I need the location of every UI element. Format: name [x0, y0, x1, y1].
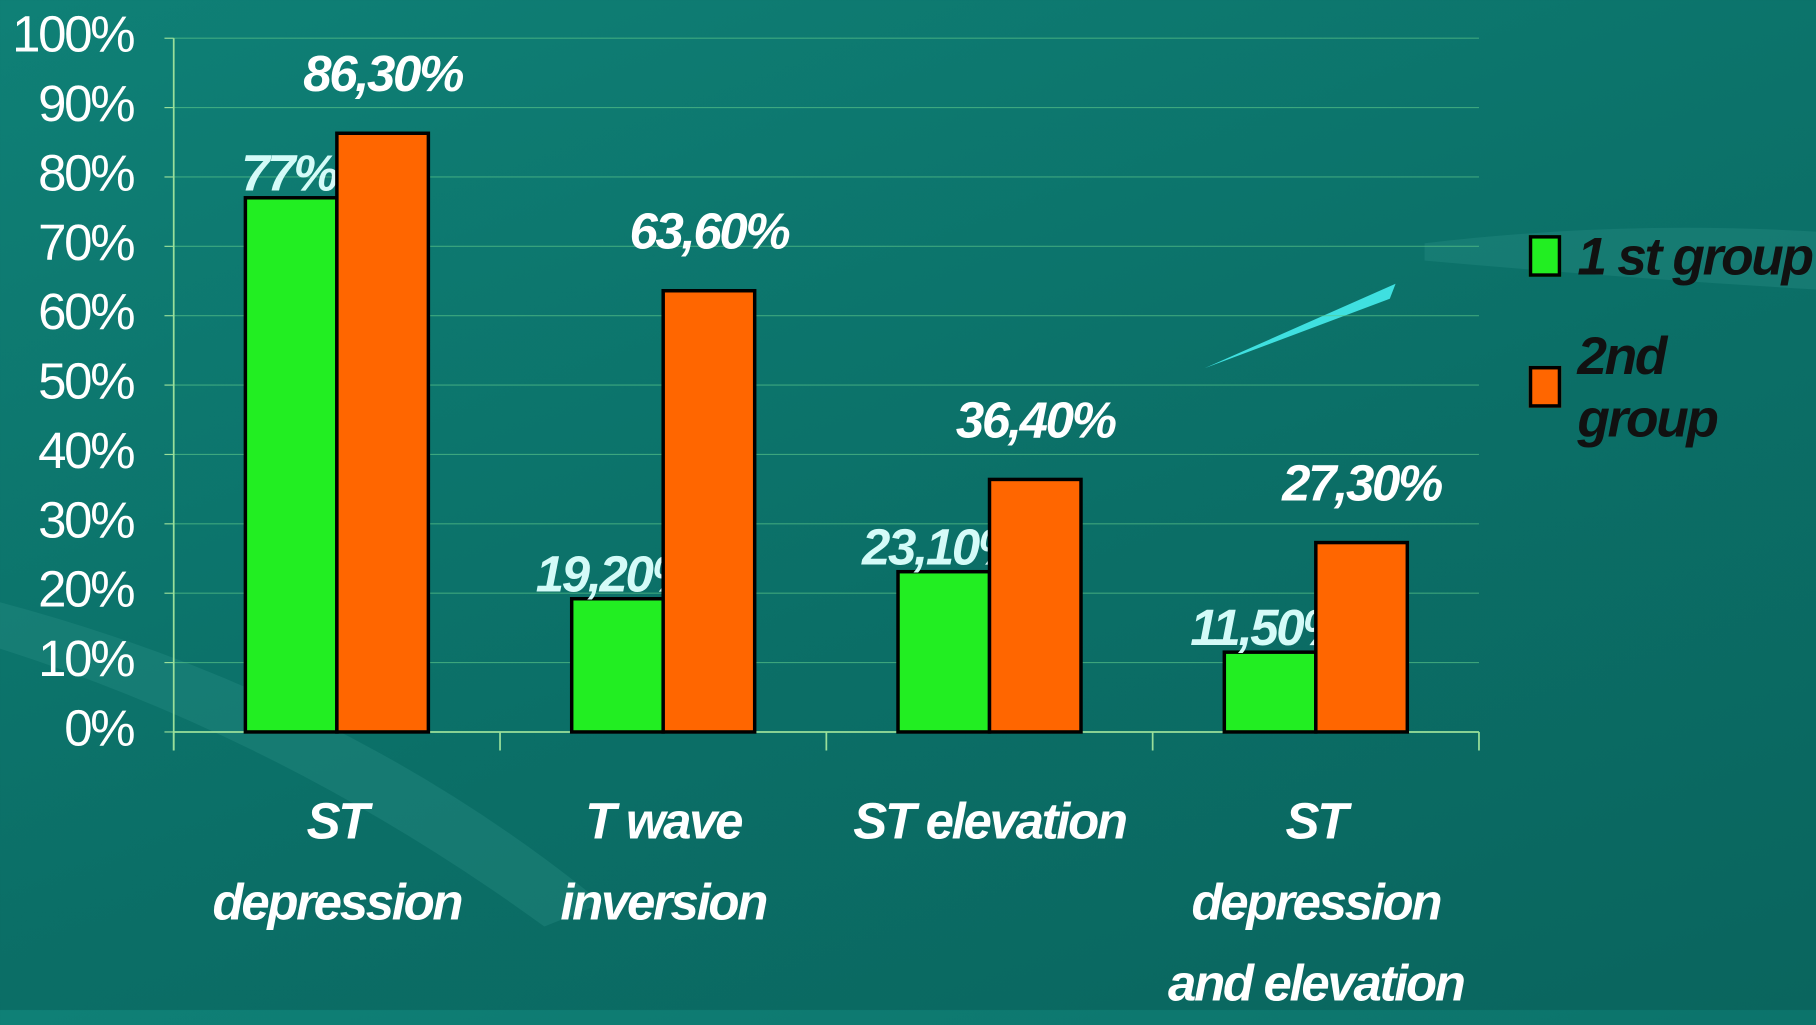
value-label: 36,40%	[956, 391, 1116, 448]
bar	[896, 569, 992, 734]
legend-item: 1 st group	[1528, 225, 1814, 288]
y-tick-label: 60%	[38, 283, 134, 340]
legend-label: 1 st group	[1577, 225, 1814, 287]
bar	[243, 196, 339, 734]
bar	[335, 131, 431, 734]
bar	[661, 289, 757, 734]
bar	[569, 597, 665, 734]
x-tick-label: ST depression and elevation	[1168, 793, 1466, 1013]
x-tick-label: ST depression	[212, 793, 464, 932]
legend-label: 2nd group	[1577, 325, 1719, 449]
value-label: 86,30%	[303, 45, 463, 102]
value-label: 27,30%	[1281, 454, 1442, 511]
bar	[987, 477, 1083, 734]
decoration	[1424, 227, 1816, 290]
y-tick-label: 50%	[38, 353, 134, 410]
x-tick-label: ST elevation	[853, 793, 1128, 851]
y-tick-label: 10%	[38, 630, 134, 687]
legend-swatch	[1528, 235, 1562, 277]
value-label: 77%	[241, 144, 337, 201]
y-tick-label: 20%	[38, 561, 134, 618]
x-tick-label: T wave inversion	[560, 793, 768, 932]
y-tick-label: 90%	[38, 75, 134, 132]
bar	[1314, 540, 1410, 734]
y-tick-label: 100%	[12, 6, 134, 63]
decoration	[0, 602, 603, 927]
legend-item: 2nd group	[1528, 324, 1816, 449]
y-tick-label: 30%	[38, 491, 134, 548]
legend-swatch	[1528, 365, 1562, 408]
y-tick-label: 80%	[38, 144, 134, 201]
value-label: 63,60%	[630, 203, 790, 260]
y-tick-label: 0%	[64, 699, 134, 756]
bar	[1222, 650, 1318, 734]
y-tick-label: 40%	[38, 422, 134, 479]
decoration	[1204, 283, 1396, 369]
y-tick-label: 70%	[38, 214, 134, 271]
